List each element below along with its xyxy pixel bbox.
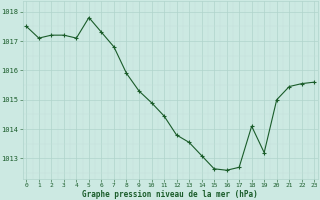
- X-axis label: Graphe pression niveau de la mer (hPa): Graphe pression niveau de la mer (hPa): [83, 190, 258, 199]
